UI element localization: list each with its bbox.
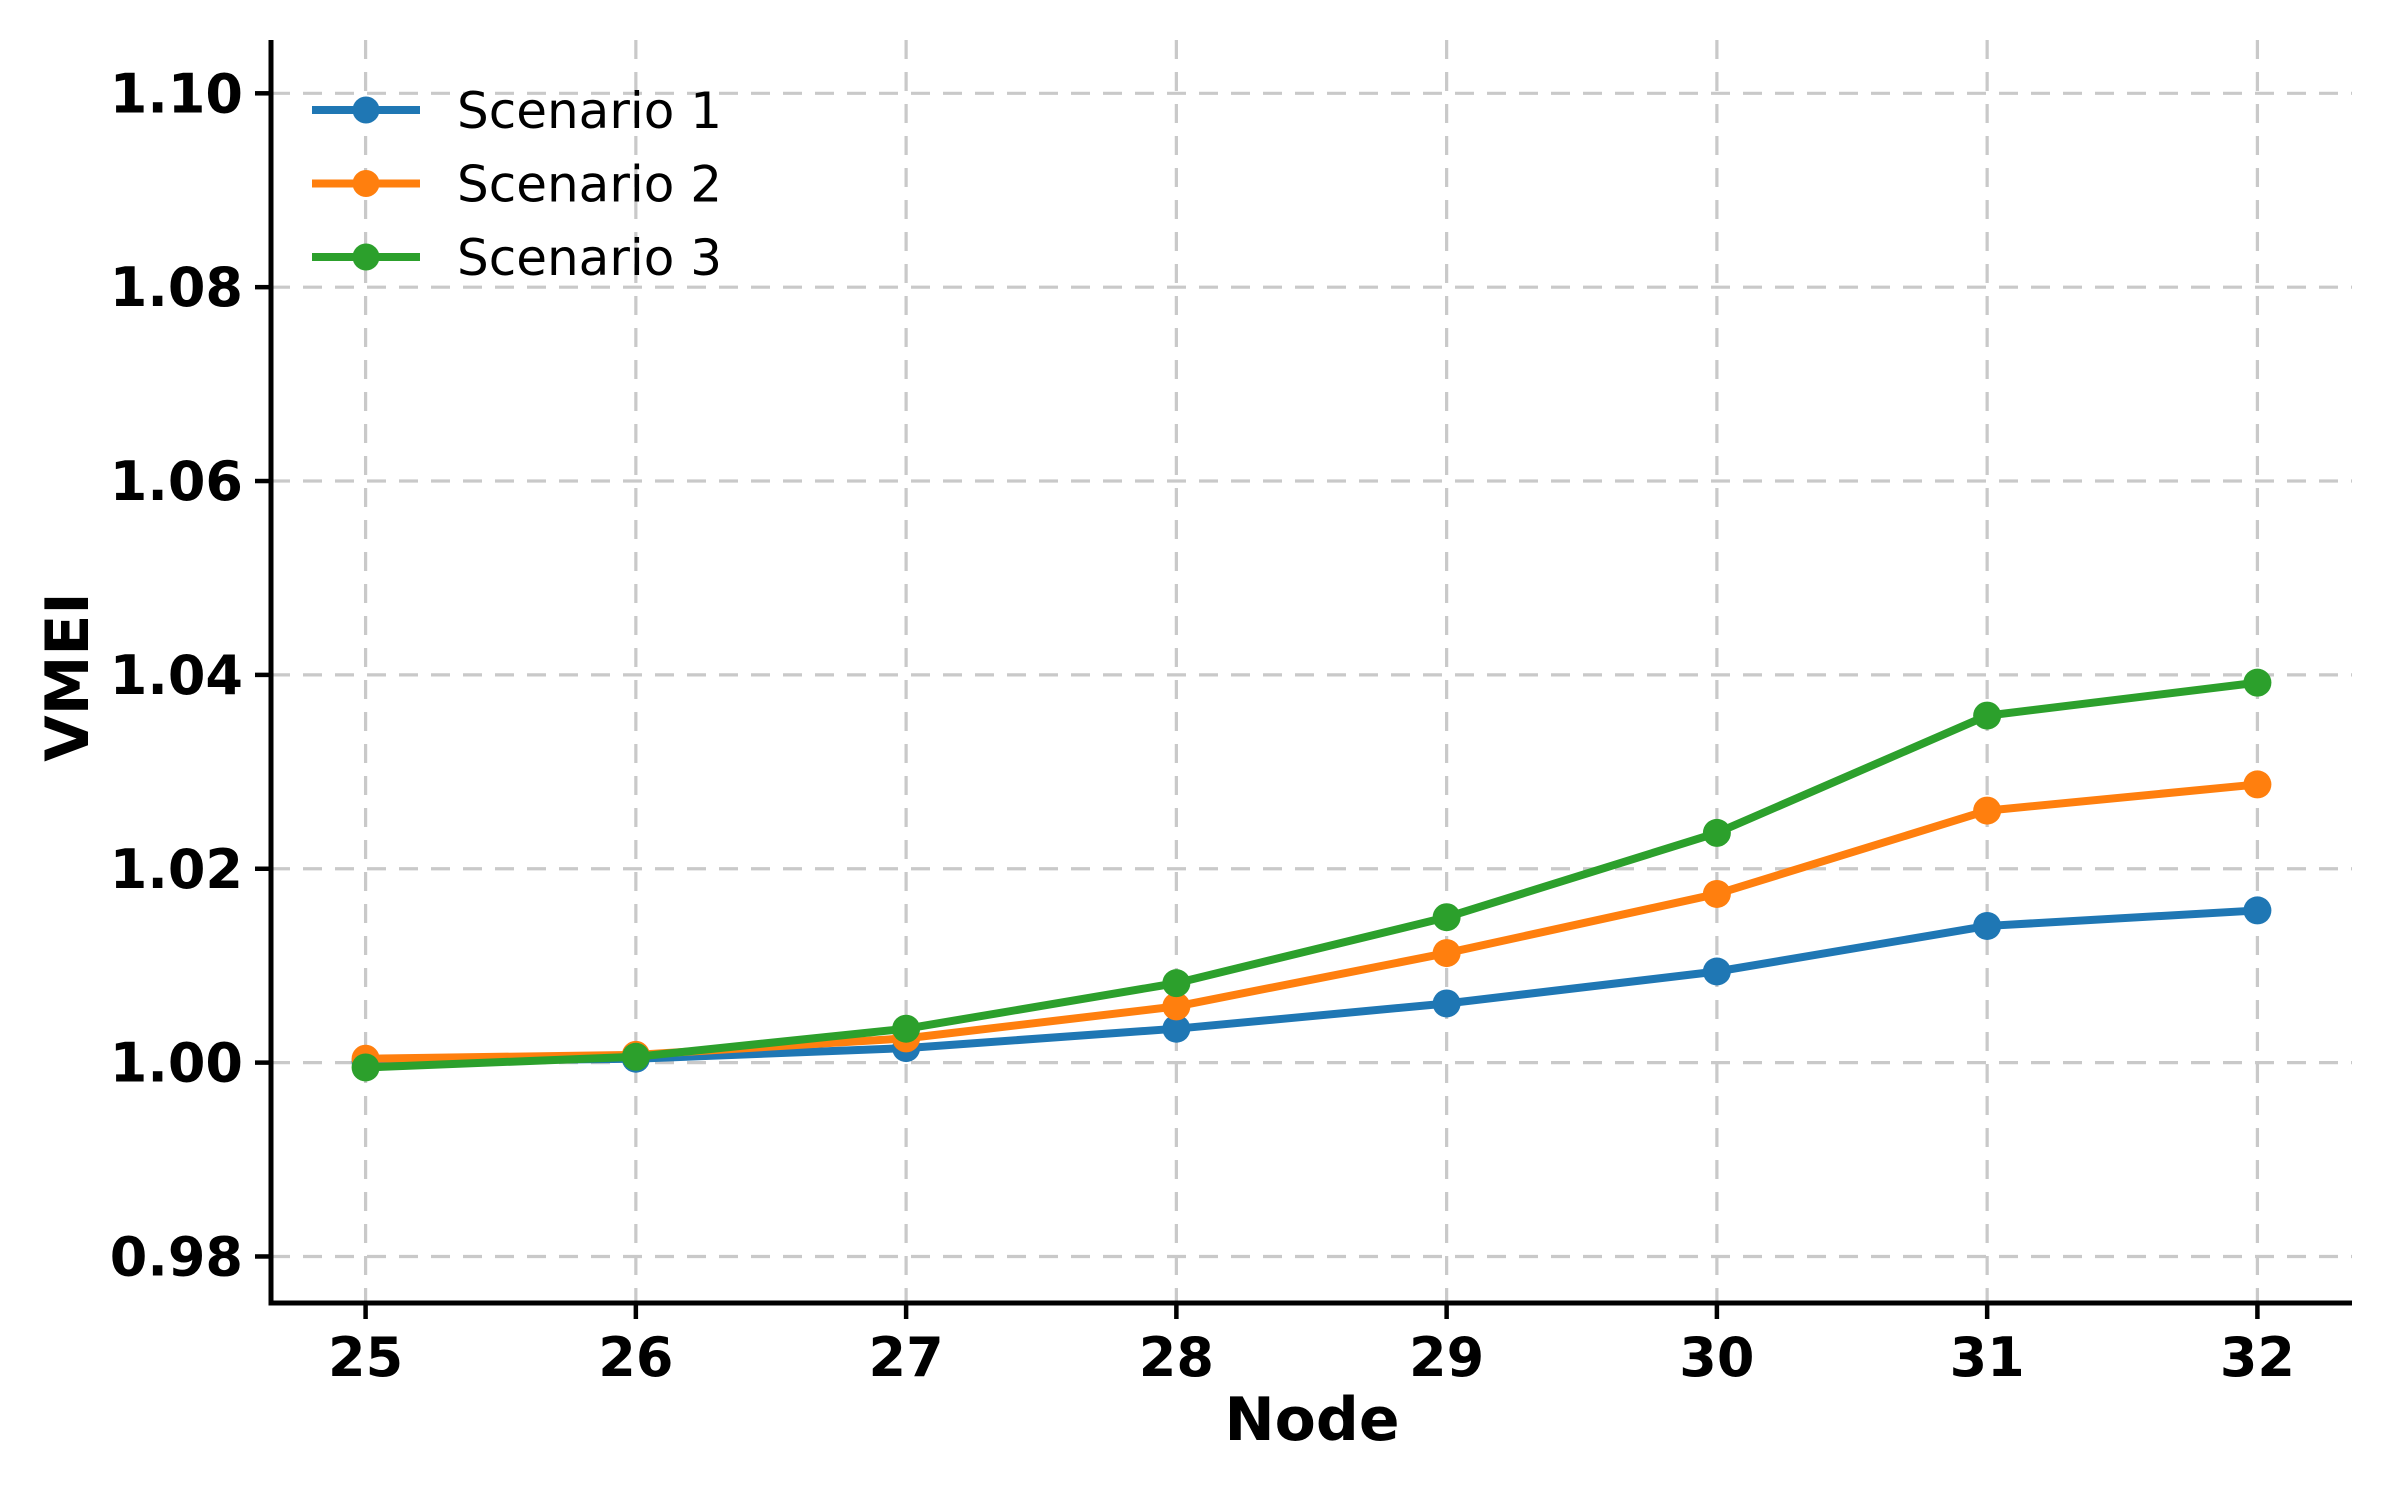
legend-label: Scenario 3 — [457, 229, 722, 287]
x-tick-label: 32 — [2220, 1326, 2295, 1389]
data-point-marker — [1432, 989, 1461, 1018]
data-series — [351, 668, 2272, 1082]
x-tick-label: 29 — [1409, 1326, 1484, 1389]
gridlines — [271, 40, 2352, 1303]
data-point-marker — [1702, 879, 1731, 908]
y-tick-label: 1.00 — [110, 1032, 243, 1095]
data-point-marker — [1702, 818, 1731, 847]
data-point-marker — [1973, 796, 2002, 825]
legend-label: Scenario 1 — [457, 82, 722, 140]
legend-swatch-marker — [352, 96, 380, 124]
legend-swatch-marker — [352, 243, 380, 271]
series-line — [361, 678, 2262, 1072]
data-point-marker — [351, 1053, 380, 1082]
data-point-marker — [1973, 701, 2002, 730]
data-point-marker — [1702, 957, 1731, 986]
x-tick-label: 30 — [1679, 1326, 1754, 1389]
x-tick-label: 26 — [598, 1326, 673, 1389]
legend: Scenario 1 Scenario 2 Scenario 3 — [312, 82, 722, 287]
data-point-marker — [892, 1014, 921, 1043]
y-tick-label: 0.98 — [110, 1225, 243, 1288]
y-tick-label: 1.10 — [110, 62, 243, 125]
data-point-marker — [2243, 896, 2272, 925]
y-tick-label: 1.06 — [110, 450, 243, 513]
data-point-marker — [1162, 992, 1191, 1021]
legend-item: Scenario 2 — [312, 156, 722, 214]
data-point-marker — [621, 1042, 650, 1071]
data-point-marker — [1432, 939, 1461, 968]
data-point-marker — [2243, 770, 2272, 799]
y-tick-label: 1.04 — [110, 644, 243, 707]
data-point-marker — [1162, 969, 1191, 998]
y-tick-label: 1.02 — [110, 838, 243, 901]
data-point-marker — [2243, 668, 2272, 697]
legend-item: Scenario 3 — [312, 229, 722, 287]
y-tick-label: 1.08 — [110, 256, 243, 319]
x-tick-label: 28 — [1139, 1326, 1214, 1389]
axes: 25 26 27 28 29 30 31 32 0.98 1.00 1.02 1.04 1.06 1.08… — [110, 40, 2352, 1389]
y-axis-title: VMEI — [33, 592, 103, 761]
series-line — [361, 906, 2262, 1066]
x-tick-label: 25 — [328, 1326, 403, 1389]
x-tick-label: 31 — [1950, 1326, 2025, 1389]
data-point-marker — [1162, 1014, 1191, 1043]
x-axis-title: Node — [1224, 1385, 1399, 1455]
x-tick-label: 27 — [869, 1326, 944, 1389]
legend-label: Scenario 2 — [457, 156, 722, 214]
data-point-marker — [1432, 903, 1461, 932]
legend-item: Scenario 1 — [312, 82, 722, 140]
data-point-marker — [1973, 911, 2002, 940]
legend-swatch-marker — [352, 170, 380, 197]
